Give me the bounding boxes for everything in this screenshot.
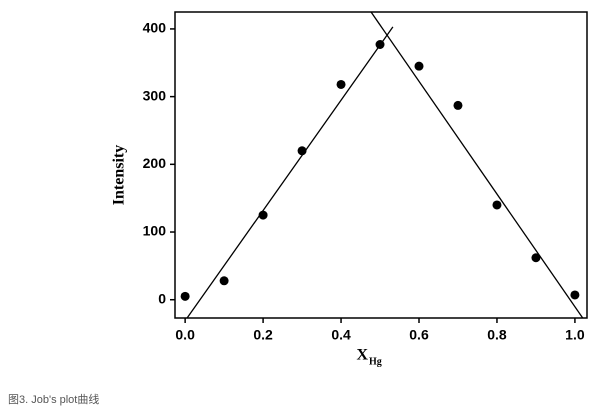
fit-line: [186, 26, 394, 318]
y-tick-label: 200: [143, 155, 167, 171]
x-axis-label: X: [356, 347, 368, 364]
y-tick-label: 100: [143, 223, 167, 239]
y-tick-label: 0: [158, 290, 166, 306]
y-axis-label: Intensity: [111, 145, 128, 205]
point: [453, 100, 463, 110]
point: [492, 200, 502, 210]
x-axis-label-subscript: Hg: [369, 356, 382, 367]
x-tick-label: 0.2: [253, 327, 273, 343]
x-tick-label: 1.0: [565, 327, 585, 343]
point: [570, 290, 580, 300]
y-tick-label: 300: [143, 87, 167, 103]
point: [414, 61, 424, 71]
x-tick-label: 0.6: [409, 327, 429, 343]
plot-frame: [174, 11, 588, 319]
point: [375, 39, 385, 49]
point: [219, 276, 229, 286]
point: [531, 253, 541, 263]
caption: 图3. Job's plot曲线: [8, 392, 99, 406]
x-tick-label: 0.8: [487, 327, 507, 343]
point: [297, 146, 307, 156]
point: [180, 291, 190, 301]
fit-line: [370, 12, 584, 318]
x-tick-label: 0.4: [331, 327, 351, 343]
x-tick-label: 0.0: [175, 327, 195, 343]
point: [336, 79, 346, 89]
point: [258, 210, 268, 220]
y-tick-label: 400: [143, 20, 167, 36]
